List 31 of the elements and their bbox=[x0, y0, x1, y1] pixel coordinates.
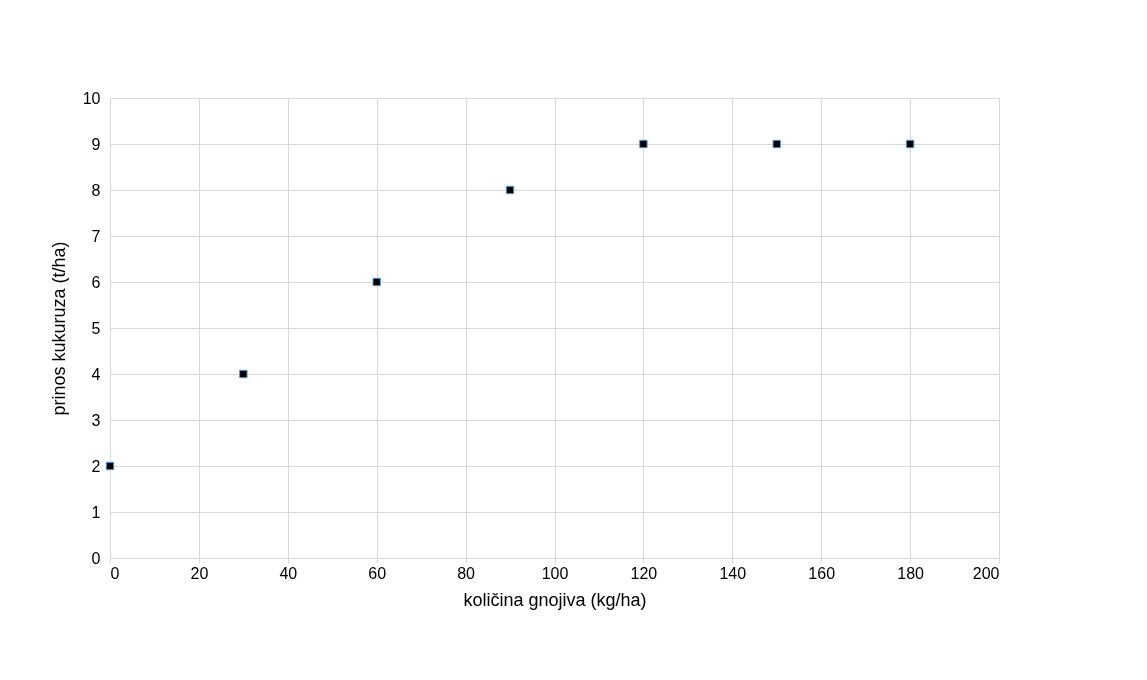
x-tick-label: 40 bbox=[279, 564, 298, 582]
y-tick-label: 4 bbox=[91, 365, 101, 383]
point bbox=[505, 185, 515, 195]
y-tick-label: 6 bbox=[91, 273, 101, 291]
point bbox=[639, 139, 648, 149]
x-tick-label: 0 bbox=[110, 564, 120, 582]
x-tick-label: 200 bbox=[972, 564, 1000, 582]
x-tick-label: 20 bbox=[190, 564, 209, 582]
point bbox=[772, 139, 781, 149]
x-tick-label: 60 bbox=[368, 564, 387, 582]
y-tick-label: 7 bbox=[91, 227, 101, 245]
y-tick-label: 5 bbox=[91, 319, 101, 337]
x-tick-label: 180 bbox=[897, 564, 925, 582]
y-tick-label: 0 bbox=[91, 549, 101, 567]
y-tick-label: 3 bbox=[91, 411, 101, 429]
y-tick-label: 8 bbox=[91, 181, 101, 199]
y-tick-label: 2 bbox=[91, 457, 101, 475]
x-tick-label: 140 bbox=[719, 564, 747, 582]
y-axis-title: prinos kukuruza (t/ha) bbox=[48, 241, 69, 416]
x-tick-label: 120 bbox=[630, 564, 658, 582]
y-tick-label: 1 bbox=[91, 503, 101, 521]
x-tick-label: 80 bbox=[457, 564, 476, 582]
x-axis-title: količina gnojiva (kg/ha) bbox=[463, 589, 647, 610]
y-tick-label: 9 bbox=[91, 135, 101, 153]
point bbox=[105, 461, 115, 471]
y-tick-label: 10 bbox=[82, 89, 101, 107]
x-tick-label: 100 bbox=[541, 564, 569, 582]
point bbox=[905, 139, 915, 149]
point bbox=[372, 277, 381, 287]
point bbox=[239, 369, 248, 379]
x-tick-label: 160 bbox=[808, 564, 836, 582]
